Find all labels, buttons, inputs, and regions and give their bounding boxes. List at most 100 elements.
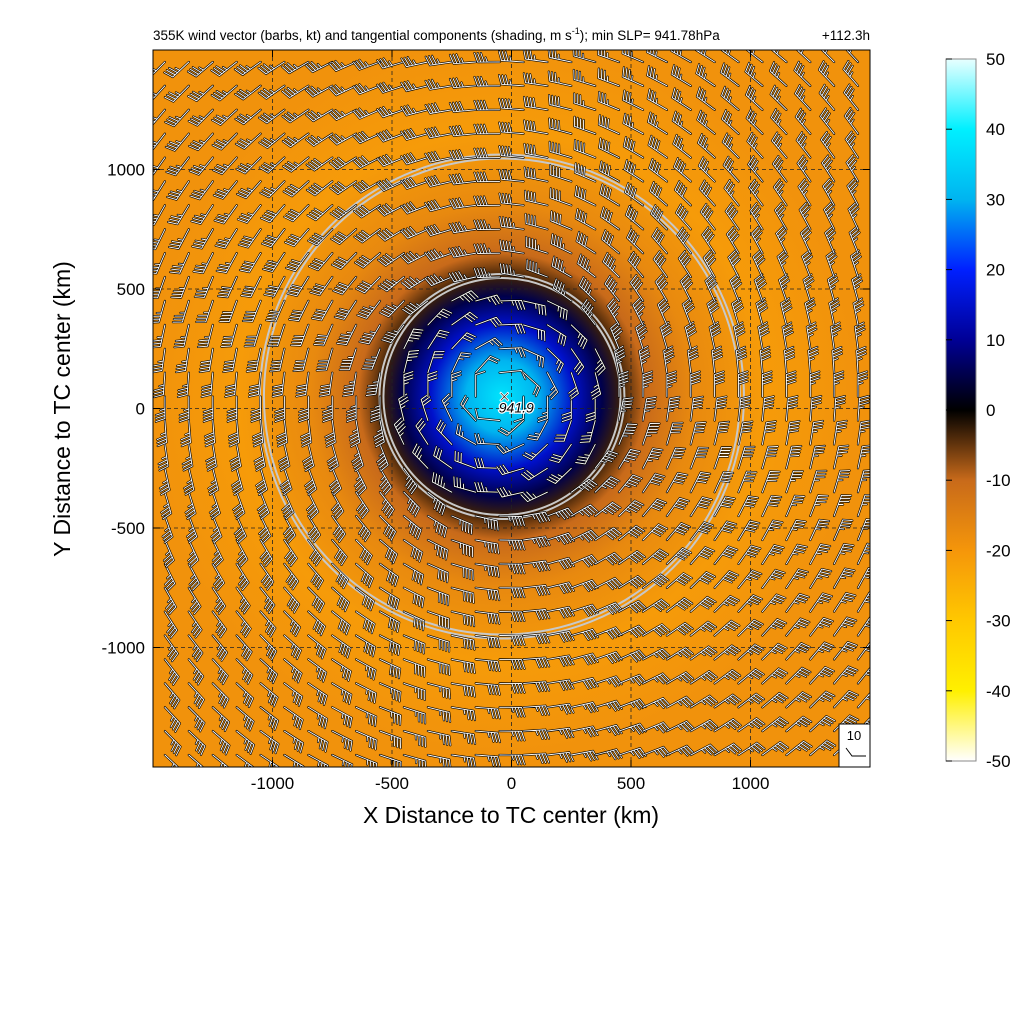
wind-barb: [393, 416, 407, 446]
wind-barb: [473, 433, 501, 446]
wind-barb: [498, 538, 526, 551]
wind-barb: [331, 538, 348, 566]
wind-barb: [843, 83, 860, 111]
wind-barb: [432, 445, 453, 470]
wind-barb: [659, 321, 673, 350]
wind-barb: [761, 544, 785, 565]
reference-barb-legend: 10: [838, 723, 871, 768]
wind-barb: [378, 658, 402, 680]
colorbar-tick-label: 10: [986, 331, 1005, 350]
wind-barb: [785, 715, 813, 733]
colorbar-tick-label: -10: [986, 471, 1011, 490]
wind-barb: [210, 84, 238, 102]
wind-barb: [785, 543, 808, 565]
wind-barb: [283, 538, 298, 567]
wind-barb: [793, 60, 812, 87]
min-slp-label: 941.9: [499, 399, 534, 415]
wind-barb: [641, 447, 664, 470]
wind-barb: [726, 226, 740, 255]
wind-barb: [652, 250, 668, 279]
wind-barb: [450, 658, 476, 675]
wind-barb: [187, 706, 206, 733]
wind-barb: [181, 443, 194, 472]
wind-barb: [665, 572, 693, 589]
wind-barb: [178, 395, 190, 423]
wind-barb: [598, 160, 621, 183]
wind-barb: [495, 443, 525, 455]
wind-barb: [186, 60, 214, 78]
wind-barb: [235, 634, 253, 662]
x-tick-label: -1000: [251, 774, 294, 793]
wind-barb: [376, 443, 390, 472]
wind-barb: [833, 641, 858, 661]
wind-barbs: [153, 50, 870, 767]
wind-barb: [474, 634, 501, 649]
wind-barb: [353, 467, 367, 496]
wind-barb: [274, 395, 286, 423]
wind-barb: [646, 50, 668, 64]
wind-barb: [650, 204, 668, 231]
wind-barb: [164, 108, 190, 128]
wind-barb: [580, 298, 597, 326]
wind-barb: [525, 235, 549, 255]
wind-barb: [761, 716, 789, 733]
wind-barb: [281, 84, 310, 99]
wind-barb: [498, 706, 526, 718]
wind-barb: [448, 77, 477, 89]
wind-barb: [761, 692, 789, 709]
wind-barb: [402, 610, 426, 632]
wind-barb: [169, 252, 190, 275]
wind-barb: [211, 682, 230, 709]
wind-barb: [833, 616, 858, 637]
wind-barb: [402, 538, 424, 563]
wind-barb: [759, 345, 772, 374]
wind-barb: [570, 347, 585, 376]
wind-barb: [785, 420, 801, 446]
wind-barb: [400, 226, 429, 240]
wind-barb: [573, 115, 597, 135]
wind-barb: [473, 75, 501, 88]
wind-barb: [304, 84, 334, 98]
wind-barb: [856, 542, 870, 565]
wind-barb: [331, 252, 358, 270]
wind-barb: [355, 275, 382, 294]
wind-barb: [522, 50, 549, 64]
wind-barb: [378, 730, 402, 750]
wind-barb: [295, 371, 310, 398]
wind-barb: [329, 180, 358, 195]
wind-barb: [631, 297, 646, 326]
wind-barb: [330, 491, 345, 520]
wind-barb: [794, 84, 812, 111]
wind-barb: [448, 101, 477, 113]
wind-barb: [737, 520, 761, 542]
wind-barb: [450, 311, 479, 326]
wind-barb: [450, 351, 472, 374]
wind-barb: [400, 201, 429, 215]
colorbar: 50 40 30 20 10 0 -10 -20 -30 -40 -50: [945, 50, 1011, 771]
colorbar-tick-label: 0: [986, 401, 995, 420]
wind-barb: [599, 206, 621, 231]
wind-barb: [689, 670, 718, 685]
wind-barb: [809, 568, 833, 589]
wind-barb: [720, 85, 740, 111]
wind-barb: [153, 204, 166, 226]
wind-barb: [313, 323, 334, 347]
wind-barb: [187, 682, 205, 709]
wind-barb: [210, 514, 223, 544]
wind-barb: [594, 724, 623, 736]
wind-barb: [548, 443, 573, 464]
wind-barb: [833, 395, 846, 422]
wind-barb: [745, 50, 764, 64]
wind-barb: [713, 644, 741, 661]
wind-barb: [713, 619, 741, 637]
wind-barb: [737, 643, 765, 661]
wind-barb: [355, 634, 376, 658]
wind-barb: [681, 297, 695, 326]
wind-barb: [259, 634, 278, 661]
wind-barb: [426, 370, 438, 398]
wind-barb: [305, 156, 334, 172]
wind-barb: [546, 507, 575, 521]
wind-barb: [333, 299, 358, 321]
wind-barb: [798, 201, 812, 231]
wind-barb: [352, 107, 382, 120]
